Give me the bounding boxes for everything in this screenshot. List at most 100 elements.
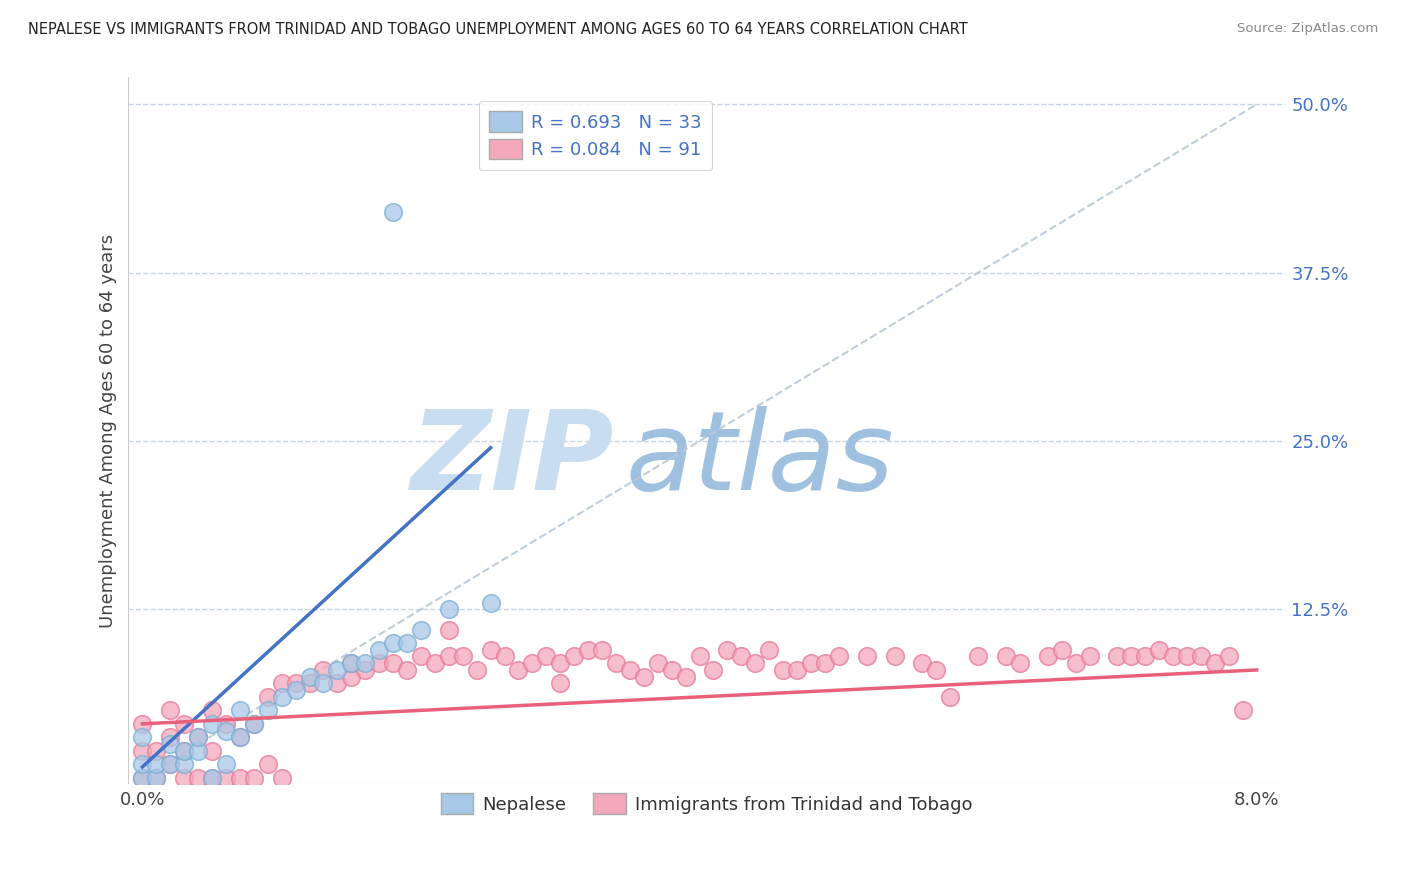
Point: [772, 663, 794, 677]
Point: [925, 663, 948, 677]
Point: [423, 657, 446, 671]
Point: [131, 731, 153, 745]
Point: [576, 642, 599, 657]
Text: atlas: atlas: [626, 406, 894, 513]
Point: [479, 596, 502, 610]
Point: [298, 676, 321, 690]
Point: [1036, 649, 1059, 664]
Point: [744, 657, 766, 671]
Point: [270, 771, 292, 785]
Point: [395, 663, 418, 677]
Point: [1161, 649, 1184, 664]
Point: [340, 657, 363, 671]
Point: [131, 757, 153, 772]
Point: [312, 676, 335, 690]
Point: [855, 649, 877, 664]
Point: [536, 649, 558, 664]
Point: [298, 670, 321, 684]
Point: [382, 205, 405, 219]
Point: [145, 744, 167, 758]
Text: ZIP: ZIP: [411, 406, 614, 513]
Point: [465, 663, 488, 677]
Point: [479, 642, 502, 657]
Point: [1189, 649, 1212, 664]
Point: [562, 649, 585, 664]
Point: [661, 663, 683, 677]
Point: [326, 663, 349, 677]
Point: [215, 757, 238, 772]
Point: [326, 676, 349, 690]
Point: [173, 744, 195, 758]
Point: [382, 636, 405, 650]
Point: [786, 663, 808, 677]
Point: [828, 649, 851, 664]
Point: [201, 703, 224, 717]
Point: [437, 602, 460, 616]
Point: [187, 771, 209, 785]
Point: [1232, 703, 1254, 717]
Point: [619, 663, 641, 677]
Point: [1050, 642, 1073, 657]
Point: [215, 723, 238, 738]
Point: [716, 642, 738, 657]
Point: [229, 771, 252, 785]
Point: [1107, 649, 1129, 664]
Point: [1135, 649, 1157, 664]
Point: [1078, 649, 1101, 664]
Point: [1064, 657, 1087, 671]
Point: [131, 771, 153, 785]
Point: [270, 690, 292, 704]
Point: [284, 676, 307, 690]
Point: [409, 649, 432, 664]
Point: [702, 663, 724, 677]
Point: [967, 649, 990, 664]
Point: [229, 703, 252, 717]
Point: [215, 771, 238, 785]
Point: [633, 670, 655, 684]
Point: [437, 623, 460, 637]
Point: [368, 642, 391, 657]
Point: [548, 676, 571, 690]
Point: [800, 657, 823, 671]
Point: [689, 649, 711, 664]
Point: [159, 731, 181, 745]
Point: [354, 657, 377, 671]
Point: [131, 744, 153, 758]
Point: [145, 771, 167, 785]
Point: [340, 657, 363, 671]
Point: [131, 771, 153, 785]
Point: [354, 663, 377, 677]
Point: [173, 771, 195, 785]
Point: [256, 757, 278, 772]
Point: [437, 649, 460, 664]
Point: [647, 657, 669, 671]
Point: [159, 737, 181, 751]
Point: [256, 703, 278, 717]
Point: [229, 731, 252, 745]
Point: [451, 649, 474, 664]
Point: [243, 716, 266, 731]
Point: [522, 657, 544, 671]
Point: [758, 642, 780, 657]
Point: [814, 657, 837, 671]
Point: [1121, 649, 1143, 664]
Point: [994, 649, 1017, 664]
Point: [508, 663, 530, 677]
Point: [173, 716, 195, 731]
Point: [605, 657, 627, 671]
Y-axis label: Unemployment Among Ages 60 to 64 years: Unemployment Among Ages 60 to 64 years: [100, 234, 117, 628]
Point: [1008, 657, 1031, 671]
Point: [494, 649, 516, 664]
Point: [159, 757, 181, 772]
Point: [340, 670, 363, 684]
Point: [939, 690, 962, 704]
Point: [312, 663, 335, 677]
Point: [201, 744, 224, 758]
Point: [187, 731, 209, 745]
Point: [395, 636, 418, 650]
Point: [159, 703, 181, 717]
Point: [1204, 657, 1226, 671]
Point: [131, 716, 153, 731]
Point: [409, 623, 432, 637]
Point: [201, 716, 224, 731]
